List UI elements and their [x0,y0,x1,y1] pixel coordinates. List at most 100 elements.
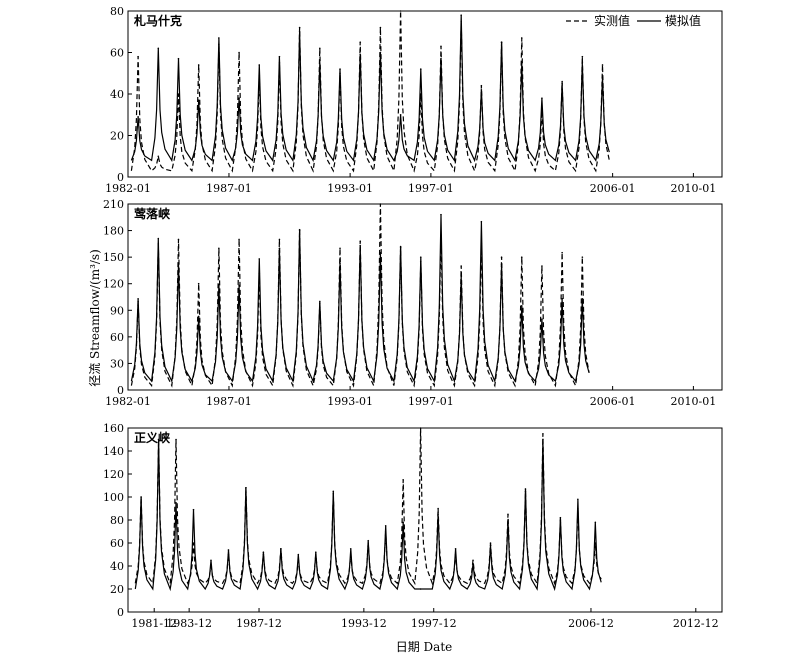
observed-point [520,37,523,39]
simulated-point [507,519,509,521]
simulated-point [399,245,402,248]
simulated-point [437,513,439,516]
observed-point [581,256,584,258]
simulated-point [339,262,341,265]
observed-point [454,553,457,556]
simulated-point [542,438,544,441]
x-tick-label: 1997-01 [408,182,454,195]
x-tick-label: 1993-01 [327,182,373,195]
simulated-point [541,97,543,99]
simulated-point [177,263,180,266]
x-tick-label: 1987-01 [206,182,252,195]
panel-1: 0 20 40 60 80 1982-01 1987-01 1993-01 1997-01 200… [105,5,723,195]
simulated-point [581,297,584,300]
simulated-point [218,283,220,286]
observed-point [278,238,281,241]
observed-point [137,55,139,58]
y-tick-label: 20 [110,583,124,596]
y-tick-label: 20 [110,130,124,143]
observed-point [367,542,370,544]
observed-point [278,62,281,64]
simulated-point [192,508,195,511]
simulated-point [379,251,382,254]
x-tick-label: 1983-12 [166,617,212,630]
observed-point [384,530,387,533]
simulated-point [454,547,457,550]
y-tick-label: 100 [103,491,124,504]
observed-point [339,72,341,75]
y-tick-label: 0 [117,171,124,184]
simulated-point [349,547,352,550]
simulated-point [297,553,300,556]
simulated-point [238,284,240,287]
simulated-point [419,68,422,70]
simulated-point [278,55,281,58]
observed-point [177,93,180,95]
plot-frame [127,203,723,391]
station-title: 正义峡 [134,430,170,445]
simulated-point [559,516,562,519]
y-tick-label: 160 [103,422,124,435]
simulated-point [402,521,404,524]
simulated-point [500,263,503,266]
simulated-series-line [134,439,602,592]
simulated-point [489,544,492,547]
legend-simulated-label: 模拟值 [665,13,701,28]
x-tick-label: 2010-01 [671,182,717,195]
observed-point [157,243,160,245]
observed-point [520,256,523,258]
simulated-point [298,30,301,33]
simulated-point [315,551,317,553]
simulated-point [419,588,422,590]
simulated-point [157,237,160,240]
simulated-point [520,305,523,307]
y-tick-label: 80 [110,514,124,527]
observed-point [210,565,212,567]
observed-point [238,51,240,54]
observed-point [419,260,422,263]
simulated-point [258,258,261,260]
simulated-point [472,562,474,565]
simulated-point [140,496,142,498]
simulated-point [367,539,370,542]
simulated-point [258,64,261,66]
simulated-point [379,51,382,54]
observed-point [402,478,404,481]
simulated-point [359,244,362,247]
simulated-point [319,62,321,64]
x-tick-label: 1987-12 [236,617,282,630]
observed-point [399,10,402,12]
observed-series-line [134,427,602,586]
x-tick-label: 2006-12 [568,617,614,630]
observed-point [500,256,503,258]
observed-point [472,559,474,562]
y-tick-label: 140 [103,445,124,458]
simulated-point [339,68,341,70]
simulated-point [157,47,160,50]
x-tick-label: 2006-01 [590,182,636,195]
simulated-point [561,297,563,300]
y-tick-label: 0 [117,384,124,397]
observed-point [298,26,301,29]
x-tick-label: 1987-01 [206,395,252,408]
y-tick-label: 180 [103,225,124,238]
simulated-point [197,315,200,318]
simulated-point [541,318,543,320]
observed-series-line [130,203,590,388]
observed-point [460,265,462,267]
simulated-point [520,62,523,64]
simulated-point [440,213,442,216]
observed-point [601,64,604,66]
observed-point [197,64,200,66]
observed-point [177,238,180,241]
y-tick-label: 60 [110,47,124,60]
observed-point [507,513,509,516]
observed-point [315,553,317,556]
simulated-point [157,438,160,441]
observed-point [137,300,139,303]
simulated-point [227,549,230,551]
observed-point [440,234,442,236]
observed-point [559,519,562,521]
